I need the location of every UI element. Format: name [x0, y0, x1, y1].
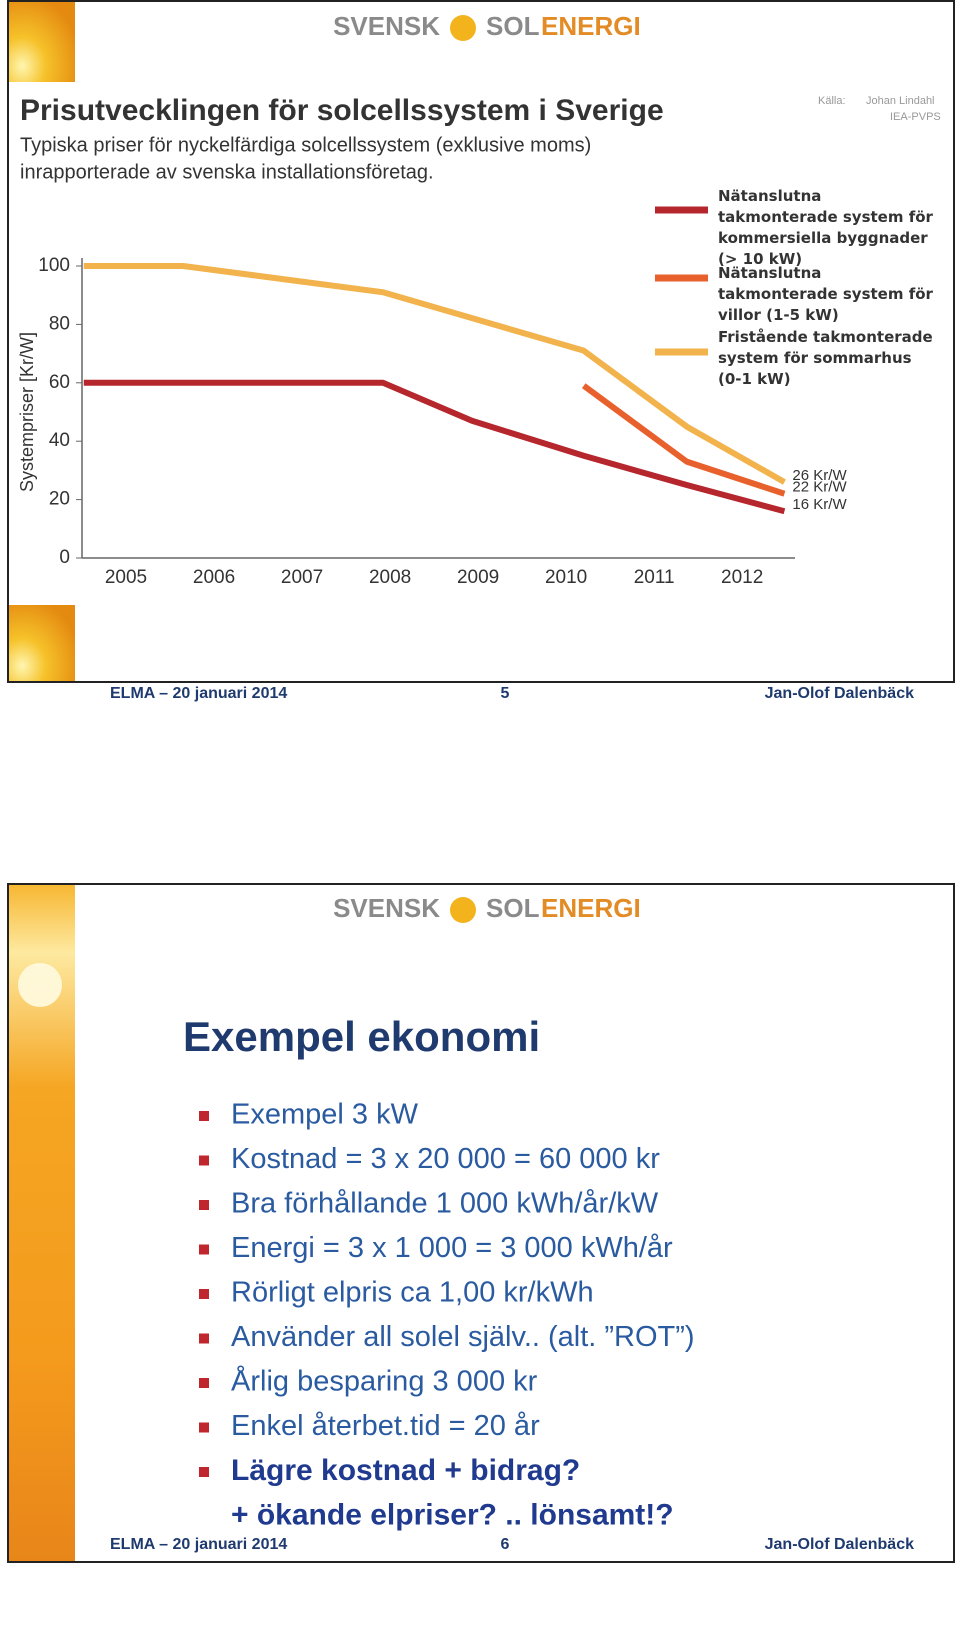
- chart-subtitle: Typiska priser för nyckelfärdiga solcell…: [20, 134, 591, 156]
- slide-title: Exempel ekonomi: [183, 1013, 540, 1060]
- source: IEA-PVPS: [890, 111, 941, 123]
- source-label: Källa:: [818, 95, 846, 107]
- bullet: [199, 1333, 209, 1344]
- bullet: [199, 1289, 209, 1299]
- bullet-text: Enkel återbet.tid = 20 år: [231, 1410, 540, 1442]
- chart-title: Prisutvecklingen för solcellssystem i Sv…: [20, 94, 664, 127]
- bullet-text: Kostnad = 3 x 20 000 = 60 000 kr: [231, 1143, 660, 1175]
- bullet: [199, 1378, 209, 1388]
- series-line: [83, 379, 786, 515]
- logo-text: ENERGI: [541, 893, 641, 923]
- bullet-text: Exempel 3 kW: [231, 1099, 419, 1131]
- slide-frame: [7, 0, 955, 683]
- bullet-text: Energi = 3 x 1 000 = 3 000 kWh/år: [231, 1232, 673, 1264]
- x-tick-label: 2010: [545, 567, 587, 588]
- bullet: [199, 1422, 209, 1433]
- end-label: 16 Kr/W: [792, 496, 847, 513]
- sun: [18, 963, 62, 1007]
- x-tick-label: 2008: [369, 567, 411, 588]
- logo-text: ENERGI: [541, 11, 641, 41]
- logo-sun: [450, 897, 476, 923]
- footer-left: ELMA – 20 januari 2014: [110, 685, 287, 702]
- y-tick-label: 20: [49, 489, 70, 510]
- y-axis-label: Systempriser [Kr/W]: [17, 332, 37, 492]
- footer-left: ELMA – 20 januari 2014: [110, 1536, 287, 1553]
- bullet: [199, 1155, 209, 1166]
- bullet: [199, 1111, 209, 1121]
- end-label: 22 Kr/W: [792, 479, 847, 496]
- bullet: [199, 1467, 209, 1477]
- sun-corner: [9, 605, 75, 681]
- chart-subtitle: inrapporterade av svenska installationsf…: [20, 161, 434, 183]
- x-tick-label: 2007: [281, 567, 323, 588]
- x-tick-label: 2012: [721, 567, 763, 588]
- legend-entry: Fristående takmonterade system för somma…: [718, 328, 933, 388]
- footer-right: Jan-Olof Dalenbäck: [765, 685, 914, 702]
- legend-entry: Nätanslutna takmonterade system för vill…: [718, 264, 933, 324]
- footer-page: 6: [501, 1536, 510, 1553]
- x-tick-label: 2006: [193, 567, 235, 588]
- emphasis-text: + ökande elpriser? .. lönsamt!?: [231, 1498, 674, 1531]
- bullet-text: Bra förhållande 1 000 kWh/år/kW: [231, 1188, 659, 1220]
- y-tick-label: 60: [49, 372, 70, 393]
- x-tick-label: 2009: [457, 567, 499, 588]
- legend-entry: Nätanslutna takmonterade system för komm…: [718, 187, 933, 268]
- footer-right: Jan-Olof Dalenbäck: [765, 1536, 914, 1553]
- x-tick-label: 2011: [634, 567, 675, 588]
- y-tick-label: 0: [59, 547, 70, 568]
- series-line: [83, 263, 786, 485]
- y-tick-label: 40: [49, 430, 70, 451]
- logo-text: SVENSK: [333, 11, 440, 41]
- y-tick-label: 80: [49, 313, 70, 334]
- logo-text: SOL: [486, 11, 540, 41]
- logo: SVENSK SOL ENERGI: [333, 11, 641, 41]
- slide-frame: [7, 883, 955, 1563]
- source: Johan Lindahl: [866, 95, 935, 107]
- emphasis-text: Lägre kostnad + bidrag?: [231, 1454, 580, 1487]
- logo-text: SVENSK: [333, 893, 440, 923]
- logo-sun: [450, 15, 476, 41]
- sun-corner: [9, 2, 75, 82]
- footer: ELMA – 20 januari 2014 5 Jan-Olof Dalenb…: [110, 685, 914, 1553]
- footer-page: 5: [501, 685, 510, 702]
- end-label: 26 Kr/W: [792, 467, 847, 484]
- series-line: [581, 383, 786, 497]
- logo: SVENSK SOL ENERGI: [333, 893, 641, 923]
- bullet-text: Årlig besparing 3 000 kr: [231, 1365, 538, 1398]
- bullet: [199, 1200, 209, 1210]
- bullet-text: Använder all solel själv.. (alt. ”ROT”): [231, 1321, 695, 1353]
- bullet-text: Rörligt elpris ca 1,00 kr/kWh: [231, 1277, 594, 1309]
- logo-text: SOL: [486, 893, 540, 923]
- y-tick-label: 100: [38, 255, 70, 276]
- x-tick-label: 2005: [105, 567, 147, 588]
- bullet: [199, 1244, 209, 1255]
